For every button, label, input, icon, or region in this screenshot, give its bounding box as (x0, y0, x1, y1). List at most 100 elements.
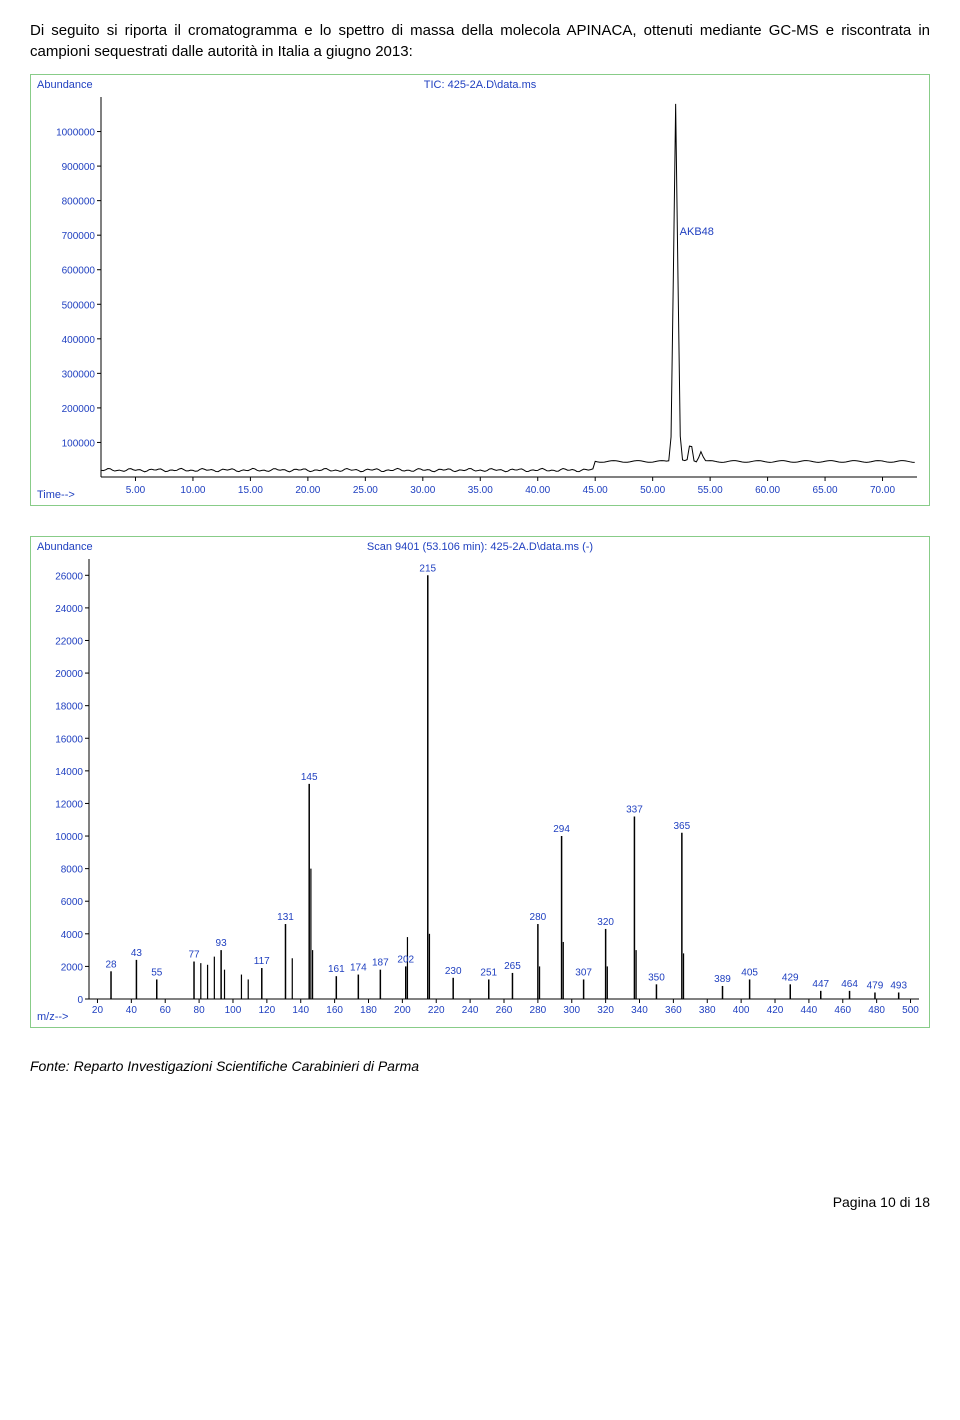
svg-text:145: 145 (301, 772, 318, 783)
svg-text:25.00: 25.00 (353, 485, 378, 496)
svg-text:161: 161 (328, 964, 345, 975)
svg-text:294: 294 (553, 824, 570, 835)
svg-text:140: 140 (292, 1005, 309, 1016)
svg-text:280: 280 (530, 912, 547, 923)
mass-spectrum-chart: Scan 9401 (53.106 min): 425-2A.D\data.ms… (30, 536, 930, 1028)
svg-text:479: 479 (867, 980, 884, 991)
svg-text:460: 460 (834, 1005, 851, 1016)
svg-text:447: 447 (812, 979, 829, 990)
svg-text:15.00: 15.00 (238, 485, 263, 496)
svg-text:35.00: 35.00 (468, 485, 493, 496)
svg-text:174: 174 (350, 963, 367, 974)
svg-text:5.00: 5.00 (126, 485, 146, 496)
svg-text:180: 180 (360, 1005, 377, 1016)
svg-text:20000: 20000 (55, 669, 83, 680)
svg-text:28: 28 (105, 959, 117, 970)
svg-text:202: 202 (397, 954, 414, 965)
svg-text:1000000: 1000000 (56, 128, 95, 139)
svg-text:20.00: 20.00 (295, 485, 320, 496)
svg-text:16000: 16000 (55, 734, 83, 745)
svg-text:500: 500 (902, 1005, 919, 1016)
svg-text:251: 251 (480, 967, 497, 978)
page-footer: Pagina 10 di 18 (30, 1194, 930, 1210)
svg-text:45.00: 45.00 (583, 485, 608, 496)
svg-text:420: 420 (767, 1005, 784, 1016)
svg-text:400: 400 (733, 1005, 750, 1016)
svg-text:160: 160 (326, 1005, 343, 1016)
svg-text:26000: 26000 (55, 571, 83, 582)
svg-text:50.00: 50.00 (640, 485, 665, 496)
svg-text:77: 77 (188, 950, 200, 961)
svg-text:493: 493 (890, 980, 907, 991)
svg-text:300000: 300000 (62, 369, 96, 380)
svg-text:300: 300 (563, 1005, 580, 1016)
svg-text:40.00: 40.00 (525, 485, 550, 496)
svg-text:8000: 8000 (61, 865, 84, 876)
svg-text:307: 307 (575, 967, 592, 978)
svg-text:60.00: 60.00 (755, 485, 780, 496)
svg-text:60: 60 (160, 1005, 172, 1016)
svg-text:2000: 2000 (61, 962, 84, 973)
svg-text:131: 131 (277, 912, 294, 923)
svg-text:200000: 200000 (62, 404, 96, 415)
svg-text:70.00: 70.00 (870, 485, 895, 496)
svg-text:360: 360 (665, 1005, 682, 1016)
svg-text:500000: 500000 (62, 300, 96, 311)
svg-text:350: 350 (648, 972, 665, 983)
svg-text:380: 380 (699, 1005, 716, 1016)
svg-text:230: 230 (445, 966, 462, 977)
svg-text:18000: 18000 (55, 702, 83, 713)
svg-text:900000: 900000 (62, 162, 96, 173)
svg-text:6000: 6000 (61, 897, 84, 908)
svg-text:265: 265 (504, 961, 521, 972)
svg-text:240: 240 (462, 1005, 479, 1016)
svg-text:117: 117 (254, 956, 270, 967)
svg-text:215: 215 (419, 563, 436, 574)
svg-text:365: 365 (674, 821, 691, 832)
svg-text:800000: 800000 (62, 197, 96, 208)
svg-text:100: 100 (225, 1005, 242, 1016)
svg-text:400000: 400000 (62, 335, 96, 346)
svg-text:14000: 14000 (55, 767, 83, 778)
svg-text:440: 440 (801, 1005, 818, 1016)
chromatogram-chart: TIC: 425-2A.D\data.ms Abundance Time--> … (30, 74, 930, 506)
svg-text:340: 340 (631, 1005, 648, 1016)
svg-text:337: 337 (626, 804, 643, 815)
page-container: Di seguito si riporta il cromatogramma e… (0, 0, 960, 1240)
svg-text:600000: 600000 (62, 266, 96, 277)
svg-text:93: 93 (216, 938, 228, 949)
svg-text:405: 405 (741, 967, 758, 978)
svg-text:220: 220 (428, 1005, 445, 1016)
source-citation: Fonte: Reparto Investigazioni Scientific… (30, 1058, 930, 1074)
svg-text:10.00: 10.00 (180, 485, 205, 496)
svg-text:10000: 10000 (55, 832, 83, 843)
svg-text:429: 429 (782, 972, 799, 983)
svg-text:43: 43 (131, 948, 143, 959)
svg-text:22000: 22000 (55, 636, 83, 647)
svg-text:65.00: 65.00 (813, 485, 838, 496)
svg-text:0: 0 (77, 995, 83, 1006)
svg-text:389: 389 (714, 974, 731, 985)
intro-paragraph: Di seguito si riporta il cromatogramma e… (30, 20, 930, 62)
svg-text:4000: 4000 (61, 930, 84, 941)
svg-text:480: 480 (868, 1005, 885, 1016)
svg-text:12000: 12000 (55, 799, 83, 810)
svg-text:200: 200 (394, 1005, 411, 1016)
svg-text:320: 320 (597, 1005, 614, 1016)
svg-text:55.00: 55.00 (698, 485, 723, 496)
svg-text:120: 120 (259, 1005, 276, 1016)
svg-text:280: 280 (530, 1005, 547, 1016)
chromatogram-svg: 100000 200000 300000 400000 500000 600000 7000… (31, 75, 929, 505)
svg-text:55: 55 (151, 967, 163, 978)
svg-text:80: 80 (194, 1005, 206, 1016)
svg-text:30.00: 30.00 (410, 485, 435, 496)
svg-text:40: 40 (126, 1005, 138, 1016)
mass-spectrum-svg: 0 2000 4000 6000 8000 10000 12000 14000 16000 180… (31, 537, 929, 1027)
svg-text:20: 20 (92, 1005, 104, 1016)
svg-text:320: 320 (597, 917, 614, 928)
svg-text:100000: 100000 (62, 438, 96, 449)
svg-text:24000: 24000 (55, 604, 83, 615)
svg-text:187: 187 (372, 958, 389, 969)
svg-text:700000: 700000 (62, 231, 96, 242)
svg-text:260: 260 (496, 1005, 513, 1016)
